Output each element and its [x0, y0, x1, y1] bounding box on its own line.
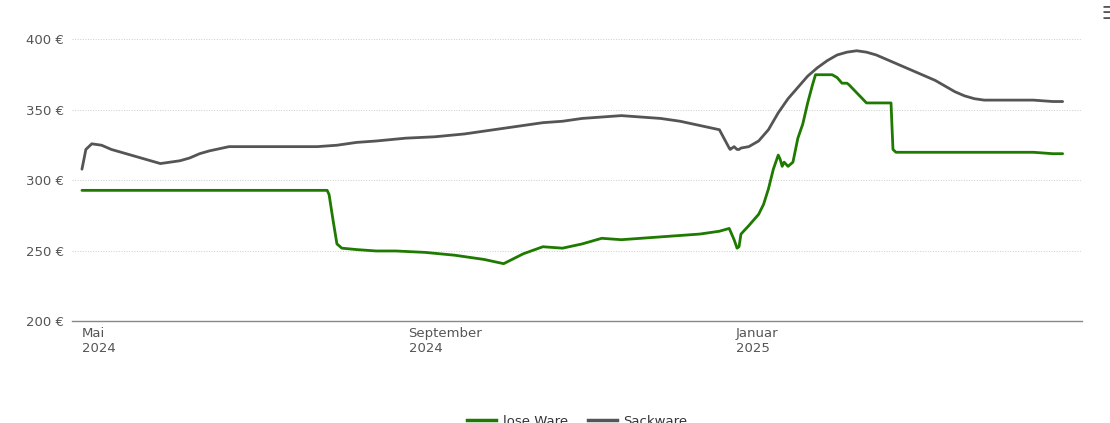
Legend: lose Ware, Sackware: lose Ware, Sackware	[462, 410, 693, 423]
Text: ☰: ☰	[1101, 5, 1110, 23]
